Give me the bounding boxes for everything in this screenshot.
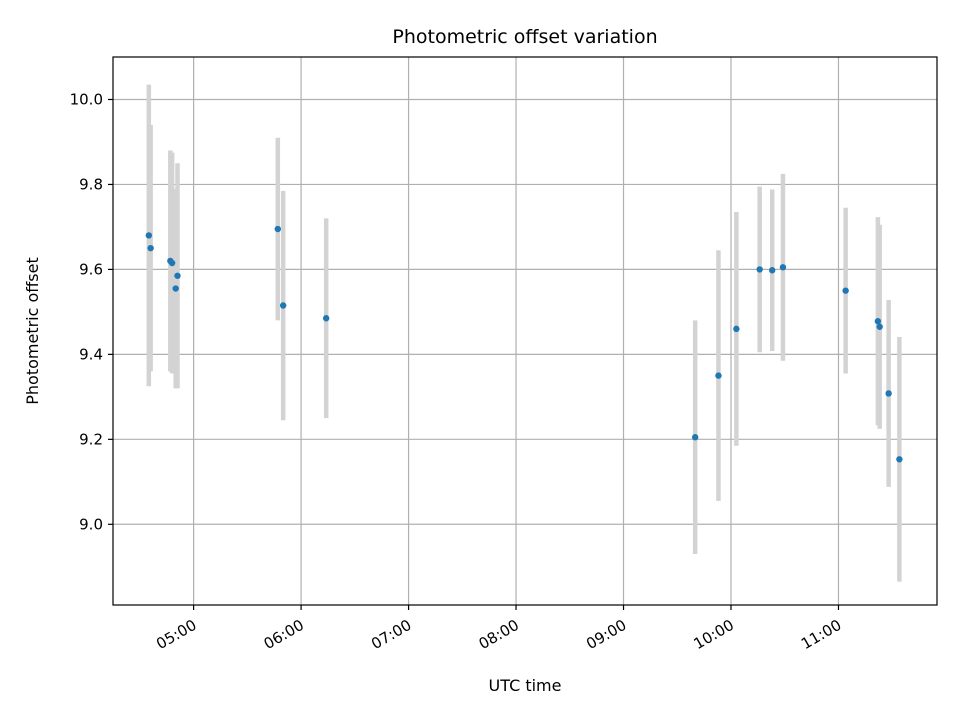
data-point [274,225,281,233]
data-point [896,456,903,463]
data-point [779,264,787,271]
data-point [174,272,181,279]
y-tick-label: 9.6 [79,260,103,278]
data-point [322,315,330,322]
data-point [691,434,699,441]
data-point [279,302,287,309]
y-axis: 9.0 9.2 9.4 9.6 9.8 10.0 [70,90,113,533]
y-axis-label: Photometric offset [23,257,42,405]
chart-title: Photometric offset variation [392,26,657,48]
data-point [756,266,763,273]
x-axis-label: UTC time [489,676,562,695]
data-point [145,232,153,239]
y-tick-label: 9.4 [79,345,103,363]
data-point [733,325,740,333]
data-point [715,372,722,379]
data-point [769,267,776,274]
data-point [168,259,176,267]
y-tick-label: 9.2 [79,430,103,448]
data-points [145,225,903,463]
grid [113,57,937,605]
y-tick-label: 10.0 [70,90,103,108]
plot-area-frame [112,56,938,606]
data-point [147,244,154,252]
data-point [842,287,849,294]
data-point [876,323,883,330]
data-point [885,390,892,397]
y-tick-label: 9.8 [79,175,103,193]
y-tick-label: 9.0 [79,515,103,533]
data-point [172,285,179,292]
data-point [874,318,882,325]
